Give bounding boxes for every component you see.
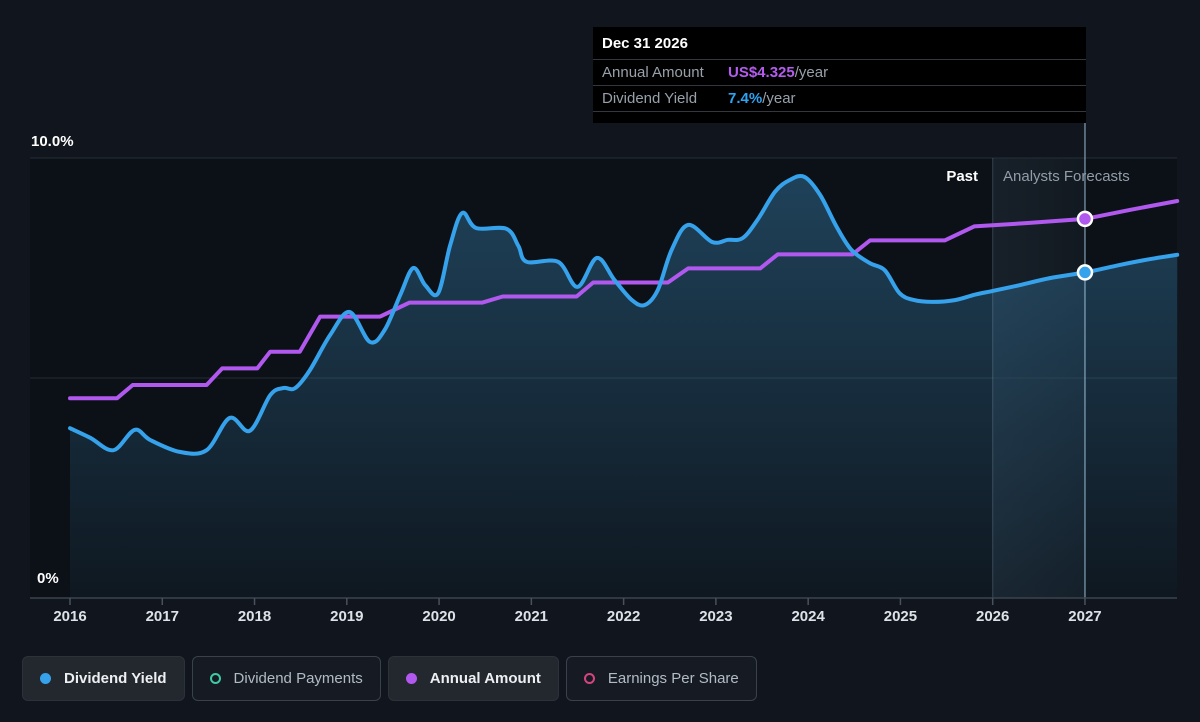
x-axis-label-2021: 2021	[514, 608, 549, 625]
filled-dot-icon	[40, 673, 51, 684]
legend-annual-amount[interactable]: Annual Amount	[387, 656, 559, 701]
tooltip-value: 7.4%	[728, 90, 763, 107]
dividend-yield-hover-marker	[1076, 264, 1094, 281]
x-axis-label-2026: 2026	[976, 608, 1010, 625]
legend-dividend-payments[interactable]: Dividend Payments	[191, 656, 381, 701]
y-axis-max-label: 10.0%	[31, 133, 74, 150]
chart-tooltip: Dec 31 2026 Annual Amount US$4.325/year …	[593, 27, 1086, 123]
hollow-circle-icon	[583, 673, 595, 684]
tooltip-row-dividend-yield: Dividend Yield 7.4%/year	[593, 86, 1086, 112]
legend-label: Annual Amount	[429, 670, 541, 687]
annual-amount-line[interactable]	[68, 199, 1180, 401]
tooltip-value-suffix: /year	[762, 90, 796, 107]
past-region-label: Past	[946, 168, 978, 185]
x-axis-label-2022: 2022	[606, 608, 641, 625]
tooltip-label: Dividend Yield	[602, 90, 698, 107]
tooltip-value: US$4.325	[728, 64, 795, 81]
tooltip-row-annual-amount: Annual Amount US$4.325/year	[593, 60, 1086, 86]
legend-label: Dividend Yield	[64, 670, 167, 687]
x-axis-label-2019: 2019	[330, 608, 364, 625]
tooltip-label: Annual Amount	[602, 64, 704, 81]
legend-dividend-yield[interactable]: Dividend Yield	[22, 656, 185, 701]
filled-dot-icon	[405, 673, 417, 684]
legend-label: Earnings Per Share	[607, 670, 739, 687]
forecast-region-label: Analysts Forecasts	[1003, 168, 1130, 185]
legend-label: Dividend Payments	[233, 670, 363, 687]
x-axis-label-2017: 2017	[145, 608, 179, 625]
x-axis-ticks	[69, 598, 1086, 605]
tooltip-value-suffix: /year	[794, 64, 829, 81]
x-axis-label-2024: 2024	[791, 608, 825, 625]
x-axis-label-2020: 2020	[422, 608, 456, 625]
x-axis-label-2018: 2018	[237, 608, 272, 625]
x-axis-label-2027: 2027	[1068, 608, 1102, 625]
hollow-circle-icon	[209, 673, 221, 684]
y-axis-min-label: 0%	[37, 570, 59, 587]
dividend-yield-area	[70, 175, 1178, 599]
x-axis-label-2016: 2016	[53, 608, 87, 625]
legend-earnings-per-share[interactable]: Earnings Per Share	[565, 656, 757, 701]
dividend-yield-line[interactable]	[68, 173, 1180, 456]
x-axis-label-2023: 2023	[699, 608, 733, 625]
x-axis-label-2025: 2025	[883, 608, 918, 625]
annual-amount-hover-marker	[1076, 210, 1094, 228]
chart-legend: Dividend Yield Dividend Payments Annual Am…	[22, 656, 757, 701]
tooltip-date: Dec 31 2026	[593, 27, 1086, 60]
